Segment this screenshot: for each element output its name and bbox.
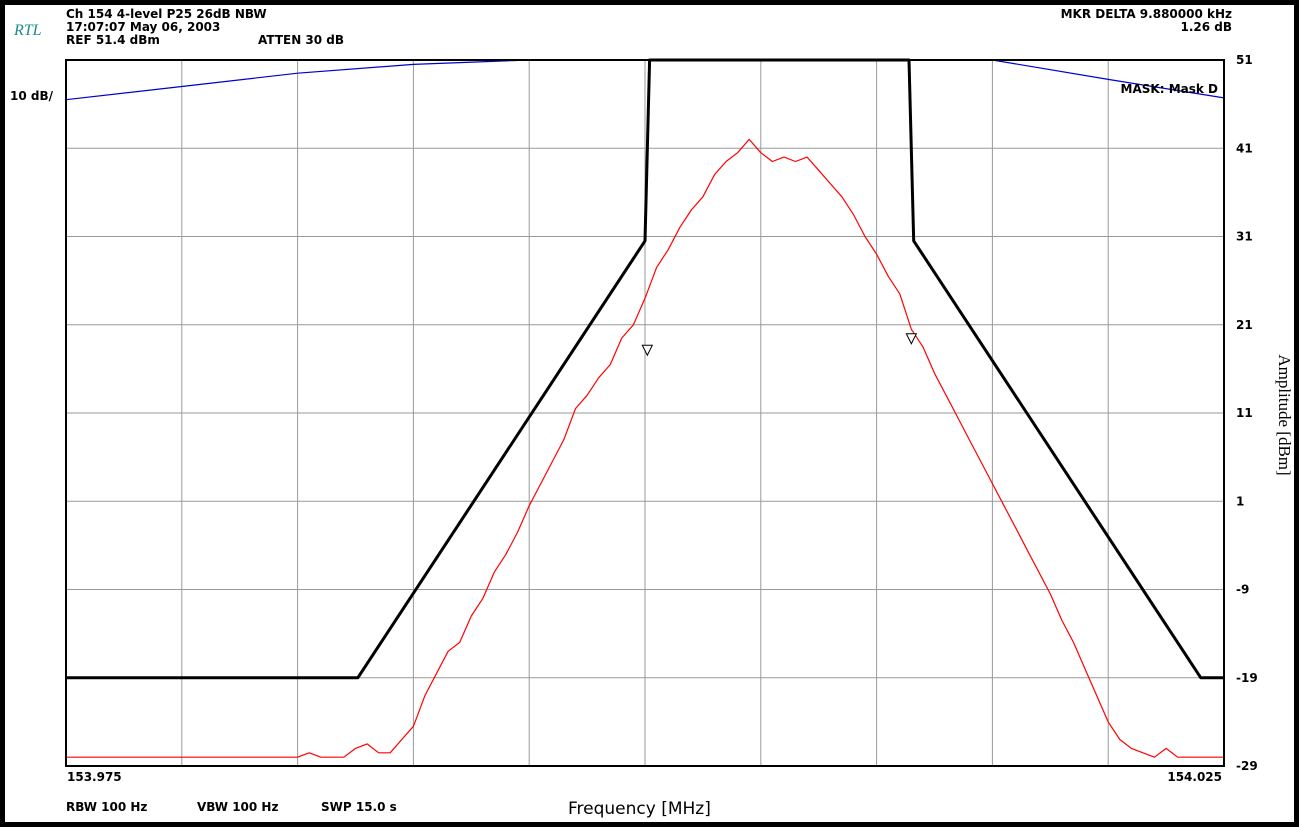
grid-lines bbox=[66, 59, 1224, 767]
x-tick-label-end: 154.025 bbox=[1167, 770, 1222, 784]
y-tick-label: -29 bbox=[1236, 759, 1258, 773]
scale-per-division: 10 dB/ bbox=[10, 89, 53, 103]
y-tick-label: 31 bbox=[1236, 230, 1253, 244]
sweep-setting: SWP 15.0 s bbox=[321, 800, 397, 814]
plot-border bbox=[65, 59, 1225, 767]
marker-delta-freq: MKR DELTA 9.880000 kHz bbox=[1060, 7, 1232, 21]
marker-delta-amplitude: 1.26 dB bbox=[1180, 20, 1232, 34]
y-tick-label: -19 bbox=[1236, 671, 1258, 685]
vbw-setting: VBW 100 Hz bbox=[197, 800, 279, 814]
y-tick-label: 21 bbox=[1236, 318, 1253, 332]
trace-signal bbox=[66, 138, 1224, 758]
marker-2 bbox=[905, 333, 918, 345]
attenuation: ATTEN 30 dB bbox=[258, 33, 345, 47]
timestamp: 17:07:07 May 06, 2003 bbox=[66, 20, 221, 34]
x-tick-label-start: 153.975 bbox=[67, 770, 122, 784]
marker-1 bbox=[641, 344, 654, 357]
y-tick-label: 11 bbox=[1236, 406, 1253, 420]
y-tick-label: 41 bbox=[1236, 141, 1253, 155]
rtl-logo: RTL bbox=[14, 22, 42, 39]
y-tick-label: 1 bbox=[1236, 494, 1244, 508]
mask-label: MASK: Mask D bbox=[1121, 82, 1218, 96]
y-tick-label: -9 bbox=[1236, 583, 1249, 597]
markers bbox=[641, 333, 918, 357]
x-axis-label: Frequency [MHz] bbox=[568, 799, 711, 819]
trace-title: Ch 154 4-level P25 26dB NBW bbox=[66, 7, 267, 21]
reference-level: REF 51.4 dBm bbox=[66, 33, 160, 47]
y-tick-label: 51 bbox=[1236, 53, 1253, 67]
rbw-setting: RBW 100 Hz bbox=[66, 800, 148, 814]
